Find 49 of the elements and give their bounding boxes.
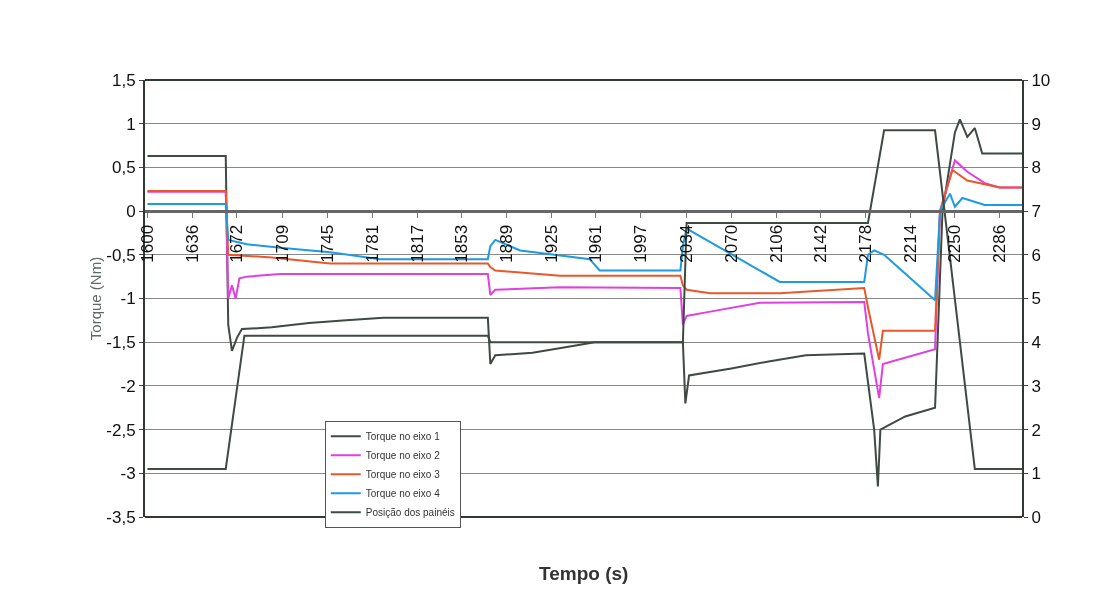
x-tick-label: 2250 — [945, 224, 965, 263]
x-tick-label: 1636 — [182, 224, 202, 263]
y-axis-title: Torque (Nm) — [87, 256, 105, 341]
y2-tick-label: 7 — [1031, 202, 1041, 222]
y-tick-label: -0,5 — [106, 245, 136, 265]
y2-tick-label: 8 — [1031, 158, 1041, 178]
y-tick-label: -3 — [120, 464, 136, 484]
x-tick-label: 2106 — [766, 224, 786, 263]
y2-tick-label: 9 — [1031, 114, 1041, 134]
y-tick-label: -3,5 — [106, 507, 136, 527]
x-tick-label: 1709 — [273, 224, 293, 263]
y2-tick-label: 2 — [1031, 420, 1041, 440]
x-tick-label: 2034 — [677, 224, 697, 263]
legend-label: Torque no eixo 4 — [365, 488, 441, 500]
legend-label: Torque no eixo 1 — [365, 431, 441, 443]
x-tick-label: 1781 — [362, 224, 382, 263]
y2-tick-label: 3 — [1031, 376, 1041, 396]
x-tick-label: 2286 — [990, 224, 1010, 263]
x-tick-label: 1600 — [138, 224, 157, 263]
x-tick-label: 1961 — [586, 224, 606, 263]
y2-tick-label: 1 — [1031, 464, 1041, 484]
x-tick-label: 1853 — [452, 224, 472, 263]
y2-tick-label: 4 — [1031, 333, 1041, 353]
x-tick-label: 1745 — [318, 224, 338, 263]
y2-tick-label: 10 — [1031, 70, 1051, 90]
y2-tick-label: 0 — [1031, 507, 1041, 527]
legend-label: Torque no eixo 3 — [365, 469, 441, 481]
y-tick-label: 1 — [126, 114, 136, 134]
x-tick-label: 1817 — [407, 224, 427, 263]
x-tick-label: 1925 — [541, 224, 561, 263]
y-tick-label: 0,5 — [111, 158, 136, 178]
y-tick-label: -2,5 — [106, 420, 136, 440]
y-tick-label: -2 — [120, 376, 136, 396]
x-tick-label: 1672 — [227, 224, 247, 263]
x-tick-label: 2214 — [900, 224, 920, 263]
x-tick-label: 2142 — [811, 224, 831, 263]
legend-label: Posição dos painéis — [365, 507, 455, 519]
y2-tick-label: 6 — [1031, 245, 1041, 265]
x-axis-title: Tempo (s) — [539, 563, 629, 584]
y2-tick-label: 5 — [1031, 289, 1041, 309]
x-tick-label: 2070 — [721, 224, 741, 263]
x-tick-label: 1889 — [497, 224, 517, 263]
y-tick-label: -1,5 — [106, 333, 136, 353]
y-tick-label: 0 — [126, 202, 136, 222]
x-tick-label: 1997 — [631, 224, 651, 263]
x-tick-label: 2178 — [856, 224, 876, 263]
y-tick-label: 1,5 — [111, 70, 136, 90]
y-tick-label: -1 — [120, 289, 136, 309]
legend-label: Torque no eixo 2 — [365, 450, 441, 462]
